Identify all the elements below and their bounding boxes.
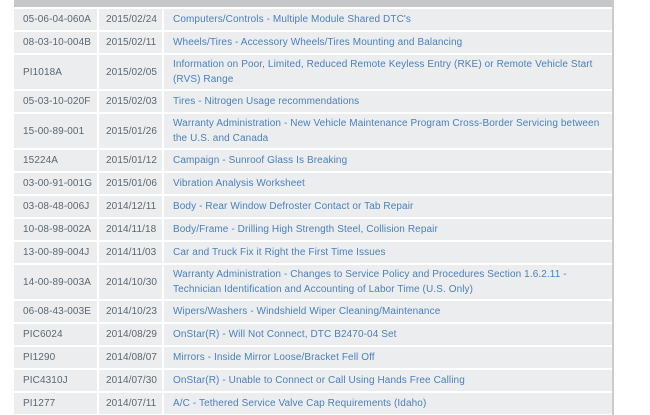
table-row[interactable]: 13-00-89-004J 2014/11/03 Car and Truck F… — [14, 242, 612, 263]
description-link[interactable]: Information on Poor, Limited, Reduced Re… — [164, 55, 612, 89]
bulletin-number-cell: 15224A — [14, 150, 97, 171]
description-link[interactable]: Campaign - Sunroof Glass Is Breaking — [164, 150, 612, 171]
date-cell: 2015/01/26 — [99, 114, 162, 148]
date-cell: 2014/10/23 — [99, 301, 162, 322]
description-link[interactable]: A/C - Tethered Service Valve Cap Require… — [164, 393, 612, 414]
date-cell: 2014/08/07 — [99, 347, 162, 368]
table-row[interactable]: 14-00-89-003A 2014/10/30 Warranty Admini… — [14, 265, 612, 299]
bulletin-number-cell: PI1018A — [14, 55, 97, 89]
table-row[interactable]: 15224A 2015/01/12 Campaign - Sunroof Gla… — [14, 150, 612, 171]
description-link[interactable]: Mirrors - Inside Mirror Loose/Bracket Fe… — [164, 347, 612, 368]
description-link[interactable]: Tires - Nitrogen Usage recommendations — [164, 91, 612, 112]
description-link[interactable]: Warranty Administration - New Vehicle Ma… — [164, 114, 612, 148]
bulletin-number-cell: 05-06-04-060A — [14, 9, 97, 30]
description-link[interactable]: OnStar(R) - Will Not Connect, DTC B2470-… — [164, 324, 612, 345]
date-cell: 2015/02/05 — [99, 55, 162, 89]
date-cell: 2015/02/24 — [99, 9, 162, 30]
table-row[interactable]: 03-00-91-001G 2015/01/06 Vibration Analy… — [14, 173, 612, 194]
description-link[interactable]: OnStar(R) - Unable to Connect or Call Us… — [164, 370, 612, 391]
date-cell: 2014/12/11 — [99, 196, 162, 217]
table-row[interactable]: 05-03-10-020F 2015/02/03 Tires - Nitroge… — [14, 91, 612, 112]
bulletin-number-cell: 06-08-43-003E — [14, 301, 97, 322]
description-link[interactable]: Computers/Controls - Multiple Module Sha… — [164, 9, 612, 30]
bulletin-number-cell: 03-08-48-006J — [14, 196, 97, 217]
bulletin-number-cell: 14-00-89-003A — [14, 265, 97, 299]
bulletin-number-cell: PIC6024 — [14, 324, 97, 345]
table-row[interactable]: 08-03-10-004B 2015/02/11 Wheels/Tires - … — [14, 32, 612, 53]
table-rows: 05-06-04-060A 2015/02/24 Computers/Contr… — [14, 9, 612, 415]
date-cell: 2015/01/12 — [99, 150, 162, 171]
date-cell: 2014/07/30 — [99, 370, 162, 391]
table-row[interactable]: PI1277 2014/07/11 A/C - Tethered Service… — [14, 393, 612, 414]
bulletin-number-cell: PI1277 — [14, 393, 97, 414]
description-link[interactable]: Car and Truck Fix it Right the First Tim… — [164, 242, 612, 263]
table-row[interactable]: 03-08-48-006J 2014/12/11 Body - Rear Win… — [14, 196, 612, 217]
bulletin-number-cell: 13-00-89-004J — [14, 242, 97, 263]
bulletin-number-cell: 03-00-91-001G — [14, 173, 97, 194]
date-cell: 2014/11/18 — [99, 219, 162, 240]
table-row[interactable]: PI1290 2014/08/07 Mirrors - Inside Mirro… — [14, 347, 612, 368]
date-cell: 2014/08/29 — [99, 324, 162, 345]
description-link[interactable]: Wheels/Tires - Accessory Wheels/Tires Mo… — [164, 32, 612, 53]
date-cell: 2015/01/06 — [99, 173, 162, 194]
description-link[interactable]: Warranty Administration - Changes to Ser… — [164, 265, 612, 299]
description-link[interactable]: Body - Rear Window Defroster Contact or … — [164, 196, 612, 217]
table-row[interactable]: 05-06-04-060A 2015/02/24 Computers/Contr… — [14, 9, 612, 30]
description-link[interactable]: Wipers/Washers - Windshield Wiper Cleani… — [164, 301, 612, 322]
bulletin-number-cell: PIC4310J — [14, 370, 97, 391]
description-link[interactable]: Vibration Analysis Worksheet — [164, 173, 612, 194]
table-row[interactable]: 15-00-89-001 2015/01/26 Warranty Adminis… — [14, 114, 612, 148]
table-row[interactable]: PIC6024 2014/08/29 OnStar(R) - Will Not … — [14, 324, 612, 345]
date-cell: 2014/10/30 — [99, 265, 162, 299]
partial-row-top[interactable] — [14, 0, 612, 7]
table-row[interactable]: 06-08-43-003E 2014/10/23 Wipers/Washers … — [14, 301, 612, 322]
table-row[interactable]: PI1018A 2015/02/05 Information on Poor, … — [14, 55, 612, 89]
bulletin-number-cell: 05-03-10-020F — [14, 91, 97, 112]
date-cell: 2015/02/03 — [99, 91, 162, 112]
bulletin-number-cell: 10-08-98-002A — [14, 219, 97, 240]
date-cell: 2015/02/11 — [99, 32, 162, 53]
tsb-table: 05-06-04-060A 2015/02/24 Computers/Contr… — [14, 0, 614, 415]
description-link[interactable]: Body/Frame - Drilling High Strength Stee… — [164, 219, 612, 240]
date-cell: 2014/11/03 — [99, 242, 162, 263]
bulletin-number-cell: 08-03-10-004B — [14, 32, 97, 53]
date-cell: 2014/07/11 — [99, 393, 162, 414]
bulletin-number-cell: PI1290 — [14, 347, 97, 368]
table-row[interactable]: 10-08-98-002A 2014/11/18 Body/Frame - Dr… — [14, 219, 612, 240]
bulletin-number-cell: 15-00-89-001 — [14, 114, 97, 148]
table-row[interactable]: PIC4310J 2014/07/30 OnStar(R) - Unable t… — [14, 370, 612, 391]
